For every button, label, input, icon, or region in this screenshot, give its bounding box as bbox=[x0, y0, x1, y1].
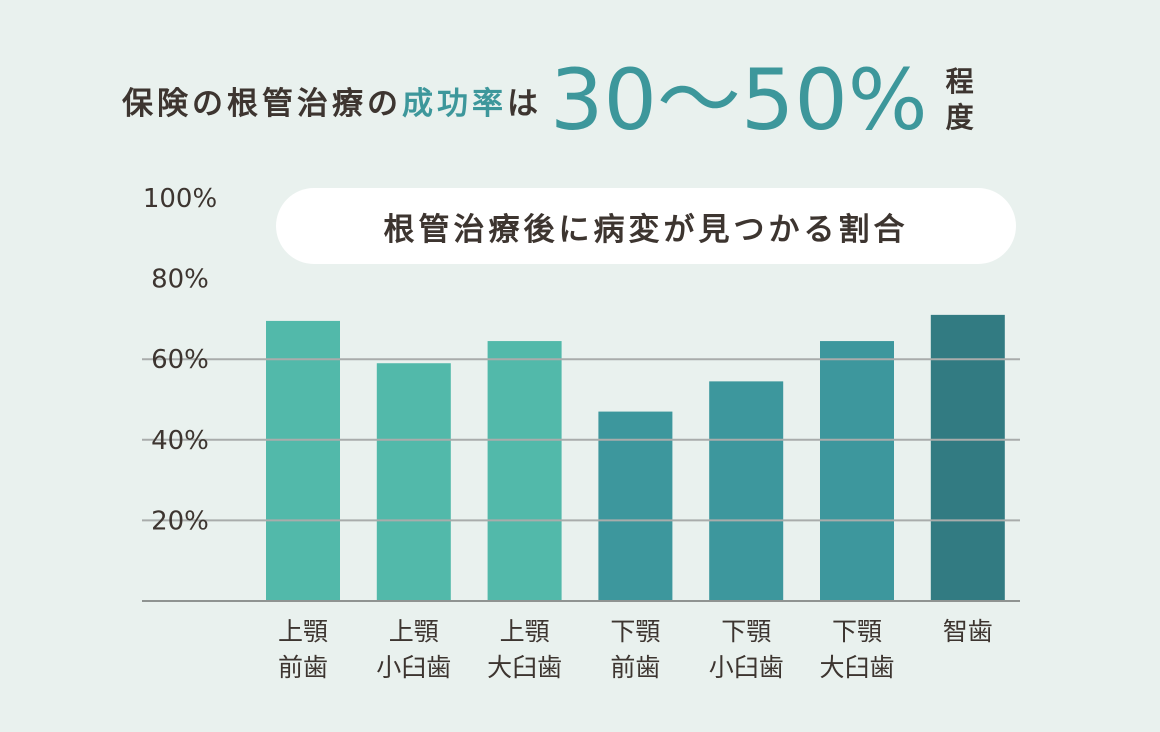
y-tick-label: 80% bbox=[151, 265, 209, 295]
bar bbox=[376, 363, 451, 601]
chart-title: 根管治療後に病変が見つかる割合 bbox=[383, 211, 909, 248]
x-tick-label: 前歯 bbox=[610, 653, 660, 682]
headline-suffix-1: 程 bbox=[945, 65, 974, 98]
headline-range: 30〜50% bbox=[550, 51, 928, 149]
x-tick-label: 小臼歯 bbox=[376, 653, 451, 682]
bar bbox=[598, 411, 673, 601]
bar bbox=[487, 341, 562, 601]
x-tick-label: 下顎 bbox=[721, 617, 771, 646]
bar bbox=[709, 381, 784, 601]
x-tick-label: 前歯 bbox=[278, 653, 328, 682]
y-tick-label: 100% bbox=[143, 184, 217, 214]
headline: 保険の根管治療の 成功率 は 30〜50% 程 度 bbox=[122, 52, 974, 148]
bar bbox=[820, 341, 894, 601]
y-tick-label: 20% bbox=[151, 506, 209, 536]
bar bbox=[930, 314, 1005, 601]
x-tick-label: 下顎 bbox=[832, 617, 882, 646]
chart-title-pill: 根管治療後に病変が見つかる割合 bbox=[276, 188, 1016, 264]
x-tick-label: 小臼歯 bbox=[709, 653, 784, 682]
x-tick-label: 大臼歯 bbox=[819, 653, 894, 682]
x-tick-label: 大臼歯 bbox=[487, 653, 562, 682]
y-tick-label: 40% bbox=[151, 426, 209, 456]
headline-particle: は bbox=[507, 85, 542, 122]
x-tick-label: 上顎 bbox=[389, 617, 439, 646]
headline-suffix: 程 度 bbox=[946, 64, 974, 136]
headline-accent: 成功率 bbox=[402, 85, 507, 122]
headline-prefix: 保険の根管治療の bbox=[122, 85, 402, 122]
x-tick-label: 上顎 bbox=[500, 617, 550, 646]
x-tick-label: 上顎 bbox=[278, 617, 328, 646]
x-tick-label: 智歯 bbox=[943, 617, 993, 646]
x-tick-label: 下顎 bbox=[610, 617, 660, 646]
y-tick-label: 60% bbox=[151, 345, 209, 375]
bar bbox=[266, 320, 340, 601]
headline-suffix-2: 度 bbox=[945, 101, 974, 134]
